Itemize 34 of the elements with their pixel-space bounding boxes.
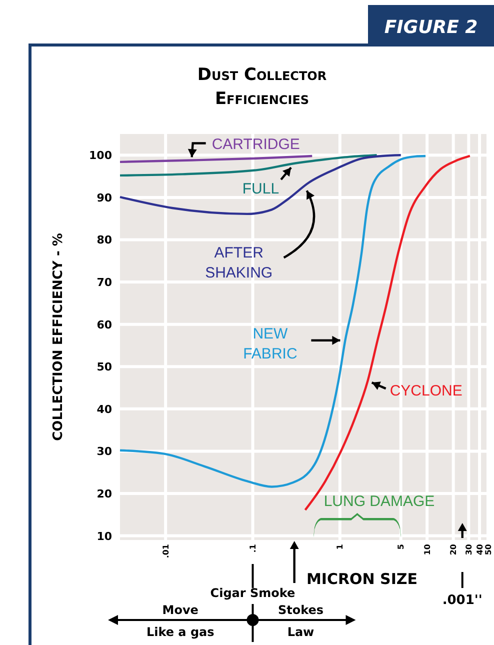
- y-tick-label: 60: [96, 318, 112, 332]
- text: .001'': [442, 593, 482, 608]
- text: Move: [162, 603, 198, 617]
- y-tick-label: 90: [96, 191, 112, 204]
- x-tick-label: 5: [396, 544, 406, 550]
- series-label: FULL: [242, 180, 280, 198]
- x-tick-label: 1: [336, 544, 345, 550]
- x-tick-label: .01: [161, 544, 170, 558]
- y-tick-label: 20: [96, 487, 112, 500]
- text: Stokes: [278, 603, 324, 617]
- text: AFTER SHAKING: [205, 244, 273, 282]
- text: NEW FABRIC: [243, 325, 298, 362]
- x-axis-title: MICRON SIZE: [306, 570, 418, 588]
- series-label: CARTRIDGE: [212, 136, 300, 154]
- x-tick-label: 50: [484, 544, 493, 556]
- x-tick-label: 30: [464, 544, 474, 556]
- annotation: LUNG DAMAGE: [324, 493, 435, 510]
- y-axis-title: COLLECTION EFFICIENCY - %: [51, 233, 66, 441]
- text: Like a gas: [146, 625, 214, 639]
- x-tick-label: 10: [422, 544, 432, 556]
- series-label: CYCLONE: [390, 382, 462, 400]
- x-tick-label: 20: [449, 544, 458, 556]
- chart-title: Dust Collector Efficiencies: [197, 65, 327, 109]
- y-tick-label: 70: [96, 276, 112, 290]
- y-tick-label: 30: [96, 445, 112, 458]
- text: Cigar Smoke: [210, 586, 296, 600]
- y-tick-label: 80: [96, 234, 112, 247]
- caption: FIGURE 2: [384, 17, 478, 38]
- y-tick-label: 100: [89, 149, 112, 162]
- x-tick-label: .1: [248, 544, 258, 553]
- y-tick-label: 50: [96, 360, 112, 374]
- x-tick-label: 40: [475, 544, 484, 556]
- y-tick-label: 40: [96, 402, 112, 416]
- text: Law: [287, 625, 314, 639]
